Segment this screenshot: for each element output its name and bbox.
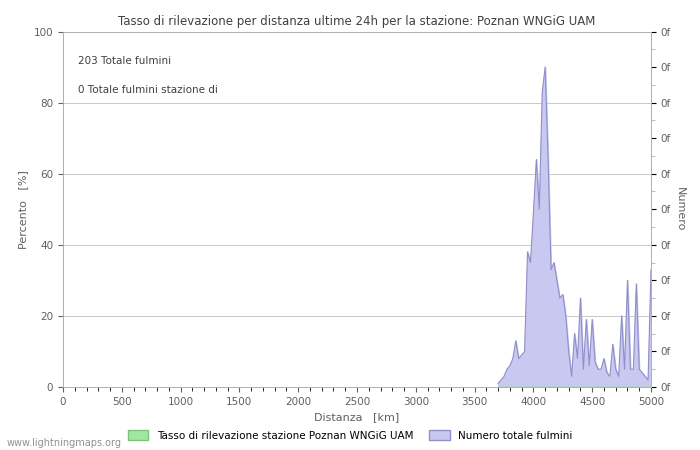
Title: Tasso di rilevazione per distanza ultime 24h per la stazione: Poznan WNGiG UAM: Tasso di rilevazione per distanza ultime…: [118, 14, 596, 27]
Text: 0 Totale fulmini stazione di: 0 Totale fulmini stazione di: [78, 85, 218, 95]
Text: 203 Totale fulmini: 203 Totale fulmini: [78, 56, 171, 67]
Legend: Tasso di rilevazione stazione Poznan WNGiG UAM, Numero totale fulmini: Tasso di rilevazione stazione Poznan WNG…: [123, 426, 577, 445]
X-axis label: Distanza   [km]: Distanza [km]: [314, 412, 400, 422]
Y-axis label: Numero: Numero: [675, 187, 685, 231]
Text: www.lightningmaps.org: www.lightningmaps.org: [7, 438, 122, 448]
Y-axis label: Percento   [%]: Percento [%]: [18, 170, 28, 249]
